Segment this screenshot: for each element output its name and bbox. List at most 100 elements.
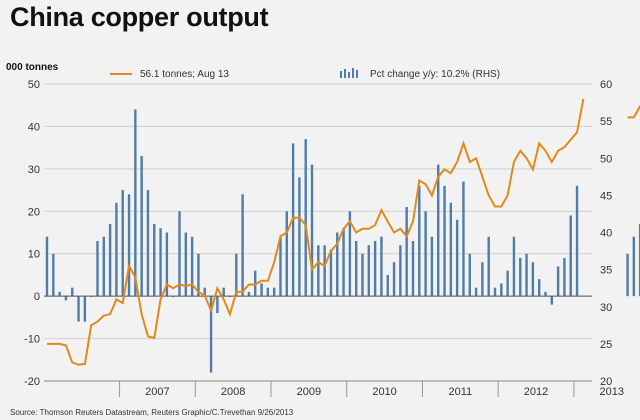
bar [108, 224, 112, 297]
bar [317, 245, 320, 297]
left-tick-label: 10 [28, 249, 40, 261]
bar [537, 279, 541, 297]
bar [71, 287, 74, 297]
bar [235, 253, 238, 297]
bar [418, 185, 421, 297]
bar [336, 232, 339, 297]
bar [260, 283, 263, 297]
bar [304, 139, 307, 297]
bar [493, 287, 497, 297]
bar [449, 202, 453, 297]
bar [121, 190, 124, 297]
bar [519, 257, 522, 297]
bar [140, 156, 143, 297]
bar [481, 262, 484, 297]
legend: 56.1 tonnes; Aug 13 Pct change y/y: 10.2%… [110, 68, 500, 80]
year-label: 2013 [600, 386, 624, 398]
legend-bar-label: Pct change y/y: 10.2% (RHS) [370, 69, 500, 80]
right-tick-label: 45 [600, 190, 612, 202]
bar [380, 236, 383, 297]
bar [430, 236, 434, 297]
bar [506, 270, 509, 297]
bar [443, 185, 446, 297]
bar [348, 211, 352, 297]
bar [64, 296, 68, 301]
bar [525, 253, 528, 297]
bar [165, 232, 169, 297]
bar [216, 296, 219, 314]
bar [298, 177, 301, 297]
bar [638, 224, 640, 297]
left-tick-label: 50 [28, 79, 40, 91]
right-tick-label: 25 [600, 339, 612, 351]
bar [96, 240, 99, 297]
year-label: 2010 [372, 386, 396, 398]
right-tick-label: 50 [600, 153, 612, 165]
bar [127, 194, 131, 297]
bar [512, 236, 516, 297]
bar [203, 287, 206, 297]
bar [209, 296, 213, 373]
bar [197, 253, 200, 297]
bar [556, 266, 560, 297]
bar [575, 185, 579, 297]
bar [190, 236, 194, 297]
bar [184, 232, 188, 297]
bar [83, 296, 87, 322]
bar [146, 190, 150, 297]
bar [399, 245, 402, 297]
bar [361, 253, 364, 297]
right-tick-label: 35 [600, 265, 612, 277]
bar [52, 253, 55, 297]
left-tick-label: 40 [28, 121, 40, 133]
bar [241, 194, 244, 297]
left-tick-label: 20 [28, 206, 40, 218]
left-tick-label: -20 [24, 376, 40, 388]
bar [392, 262, 396, 297]
bar [323, 245, 326, 297]
bar [462, 181, 465, 297]
bar [329, 249, 333, 297]
bar [115, 202, 118, 297]
bar [367, 245, 371, 297]
legend-bar-swatch [352, 68, 354, 78]
output-line [47, 98, 640, 366]
legend-bar-swatch [356, 70, 358, 78]
bar [405, 207, 408, 297]
bar [474, 287, 478, 297]
bar [77, 296, 80, 322]
bar [222, 287, 225, 297]
bar [468, 253, 471, 297]
bar [373, 240, 377, 297]
bar [455, 219, 459, 297]
bar [272, 287, 276, 297]
left-tick-label: 30 [28, 164, 40, 176]
year-label: 2009 [297, 386, 321, 398]
bar [310, 164, 314, 297]
bar [285, 211, 288, 297]
bar [58, 291, 61, 297]
right-tick-label: 60 [600, 79, 612, 91]
bar [134, 109, 137, 297]
gridlines [44, 83, 592, 382]
right-tick-label: 30 [600, 302, 612, 314]
left-tick-label: -10 [24, 334, 40, 346]
bar [178, 211, 181, 297]
bar [569, 215, 572, 297]
bar [500, 283, 503, 297]
source-note: Source: Thomson Reuters Datastream, Reut… [10, 408, 294, 417]
left-tick-label: 0 [34, 291, 40, 303]
right-tick-label: 55 [600, 116, 612, 128]
bar [411, 240, 415, 297]
pct-change-bars [45, 109, 640, 373]
bar [153, 224, 156, 297]
bar [247, 291, 251, 297]
bar [550, 296, 553, 305]
bar [279, 236, 282, 297]
bar [102, 236, 105, 297]
bar [531, 262, 535, 297]
bar [487, 236, 490, 297]
legend-bar-swatch [348, 72, 350, 78]
